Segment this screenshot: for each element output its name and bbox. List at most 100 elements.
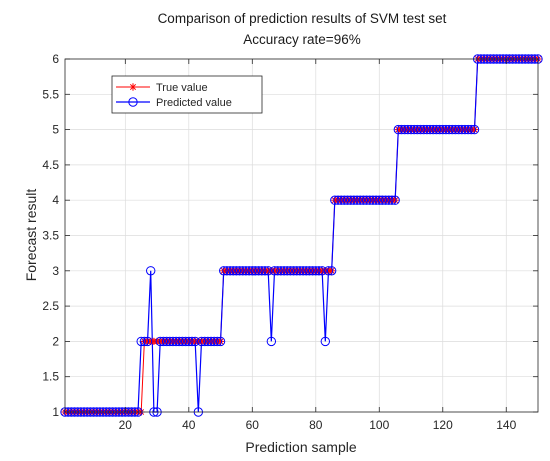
predicted-value-point: [219, 266, 229, 276]
predicted-value-point: [409, 124, 419, 135]
predicted-value-point: [460, 124, 470, 135]
predicted-value-point: [180, 336, 191, 347]
predicted-value-point: [187, 336, 197, 347]
predicted-value-point: [330, 195, 340, 205]
predicted-value-point: [206, 336, 216, 347]
predicted-value-point: [431, 124, 442, 135]
predicted-value-point: [250, 266, 261, 276]
predicted-value-point: [244, 266, 254, 276]
predicted-value-point: [412, 124, 423, 135]
predicted-value-point: [215, 336, 226, 347]
predicted-value-point: [336, 195, 346, 205]
legend-box: [111, 75, 263, 114]
y-tick-label: 4: [52, 193, 59, 207]
y-tick-label: 6: [52, 52, 59, 66]
predicted-value-point: [292, 266, 302, 276]
predicted-value-point: [241, 266, 251, 276]
predicted-value-point: [342, 195, 353, 205]
predicted-value-point: [276, 266, 286, 276]
predicted-value-point: [361, 195, 372, 205]
predicted-value-point: [314, 266, 324, 276]
predicted-value-point: [333, 195, 343, 205]
predicted-value-point: [282, 266, 292, 276]
predicted-value-point: [190, 336, 200, 347]
x-tick-label: 120: [433, 418, 453, 432]
y-tick-label: 1.5: [42, 370, 59, 384]
chart-subtitle: Accuracy rate=96%: [243, 32, 360, 47]
predicted-value-point: [199, 336, 210, 347]
predicted-value-point: [311, 266, 321, 276]
predicted-value-point: [358, 195, 369, 205]
chart-title: Comparison of prediction results of SVM …: [158, 11, 447, 26]
predicted-value-point: [142, 336, 153, 347]
predicted-value-point: [320, 336, 331, 347]
predicted-value-point: [469, 124, 480, 135]
legend: True value Predicted value: [111, 75, 263, 114]
predicted-value-point: [355, 195, 365, 205]
predicted-value-point: [307, 266, 318, 276]
predicted-value-point: [339, 195, 350, 205]
predicted-value-point: [326, 266, 337, 276]
predicted-value-point: [177, 336, 188, 347]
predicted-value-point: [171, 336, 181, 347]
legend-true-label: True value: [156, 82, 208, 94]
legend-true-asterisk: [129, 83, 137, 91]
predicted-value-point: [285, 266, 296, 276]
x-axis-label: Prediction sample: [245, 439, 356, 455]
predicted-value-point: [457, 124, 467, 135]
predicted-value-point: [365, 195, 375, 205]
y-tick-label: 1: [52, 405, 59, 419]
predicted-value-point: [453, 124, 464, 135]
y-tick-label: 2.5: [42, 299, 59, 313]
predicted-value-point: [425, 124, 435, 135]
predicted-value-point: [225, 266, 235, 276]
predicted-value-point: [444, 124, 454, 135]
predicted-value-point: [155, 336, 165, 347]
predicted-value-point: [139, 336, 150, 347]
predicted-value-point: [374, 195, 384, 205]
predicted-value-point: [260, 266, 270, 276]
predicted-value-point: [231, 266, 242, 276]
predicted-value-point: [438, 124, 448, 135]
legend-pred-label: Predicted value: [156, 97, 232, 109]
x-tick-labels: 20 40 60 80 100 120 140: [119, 418, 517, 432]
predicted-value-point: [174, 336, 184, 347]
predicted-value-point: [301, 266, 311, 276]
predicted-value-point: [272, 266, 283, 276]
predicted-value-point: [422, 124, 432, 135]
predicted-value-point: [266, 336, 277, 347]
predicted-value-point: [158, 336, 169, 347]
y-tick-label: 4.5: [42, 158, 59, 172]
predicted-value-point: [298, 266, 308, 276]
x-tick-label: 80: [309, 418, 323, 432]
predicted-value-point: [203, 336, 213, 347]
predicted-value-point: [196, 336, 207, 347]
predicted-value-markers: [60, 54, 543, 417]
predicted-value-point: [349, 195, 359, 205]
y-tick-label: 5.5: [42, 87, 59, 101]
predicted-value-point: [393, 124, 404, 135]
predicted-value-point: [161, 336, 172, 347]
predicted-value-point: [396, 124, 407, 135]
predicted-value-point: [288, 266, 299, 276]
predicted-value-point: [390, 195, 400, 205]
y-tick-labels: 1 1.5 2 2.5 3 3.5 4 4.5 5 5.5 6: [42, 52, 59, 419]
predicted-value-point: [352, 195, 362, 205]
legend-true-marker: [129, 83, 137, 91]
x-tick-label: 20: [119, 418, 133, 432]
predicted-value-point: [368, 195, 378, 205]
predicted-value-point: [165, 336, 175, 347]
x-tick-label: 60: [246, 418, 260, 432]
predicted-value-point: [466, 124, 477, 135]
predicted-value-point: [238, 266, 248, 276]
predicted-value-point: [146, 266, 156, 276]
x-tick-label: 100: [369, 418, 389, 432]
predicted-value-point: [209, 336, 219, 347]
predicted-value-point: [463, 124, 473, 135]
predicted-value-point: [212, 336, 223, 347]
predicted-value-point: [247, 266, 257, 276]
y-tick-label: 3: [52, 264, 59, 278]
predicted-value-point: [269, 266, 280, 276]
y-tick-label: 2: [52, 334, 59, 348]
